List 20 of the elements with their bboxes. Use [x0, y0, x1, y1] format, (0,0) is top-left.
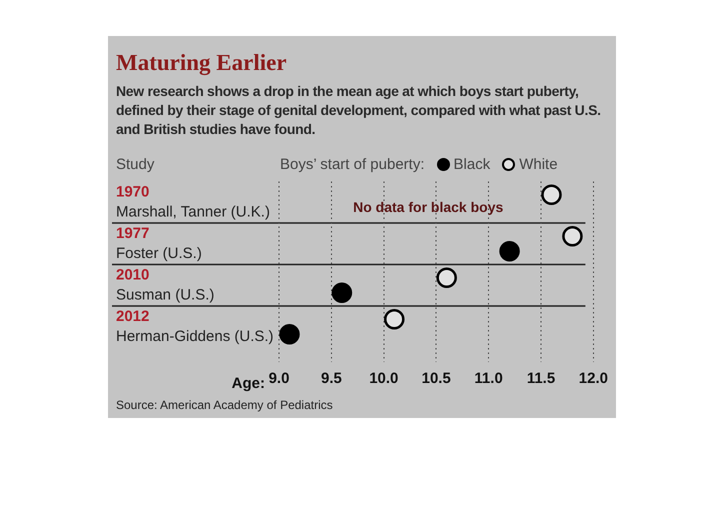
y-tick-label: 1977 Foster (U.S.): [116, 224, 202, 262]
x-tick-label: 11.0: [474, 370, 503, 388]
y-tick-label: 2012 Herman-Giddens (U.S.): [116, 308, 274, 345]
x-tick-label: 9.0: [268, 370, 290, 388]
legend-label: White: [519, 156, 558, 173]
legend-title: Boys’ start of puberty:: [280, 156, 425, 173]
x-tick-label: 10.0: [369, 370, 398, 388]
legend-label: Black: [454, 156, 490, 173]
annotation: No data for black boys: [353, 199, 504, 216]
chart-title: Maturing Earlier: [116, 50, 287, 76]
x-tick-label: 11.5: [526, 370, 556, 388]
chart-subtitle: New research shows a drop in the mean age at which boys start puberty, defined by their stage of genital development, compared with what past U.S. and British studies have found.: [116, 82, 602, 139]
y-axis-title: Study: [116, 156, 154, 173]
x-axis-title: Age:: [232, 375, 265, 392]
x-tick-label: 12.0: [578, 370, 608, 388]
y-tick-label: 2010 Susman (U.S.): [116, 266, 214, 304]
source-note: Source: American Academy of Pediatrics: [116, 398, 333, 412]
x-tick-label: 10.5: [422, 370, 451, 388]
y-tick-label: 1970 Marshall, Tanner (U.K.): [116, 183, 270, 220]
x-tick-label: 9.5: [320, 370, 342, 388]
